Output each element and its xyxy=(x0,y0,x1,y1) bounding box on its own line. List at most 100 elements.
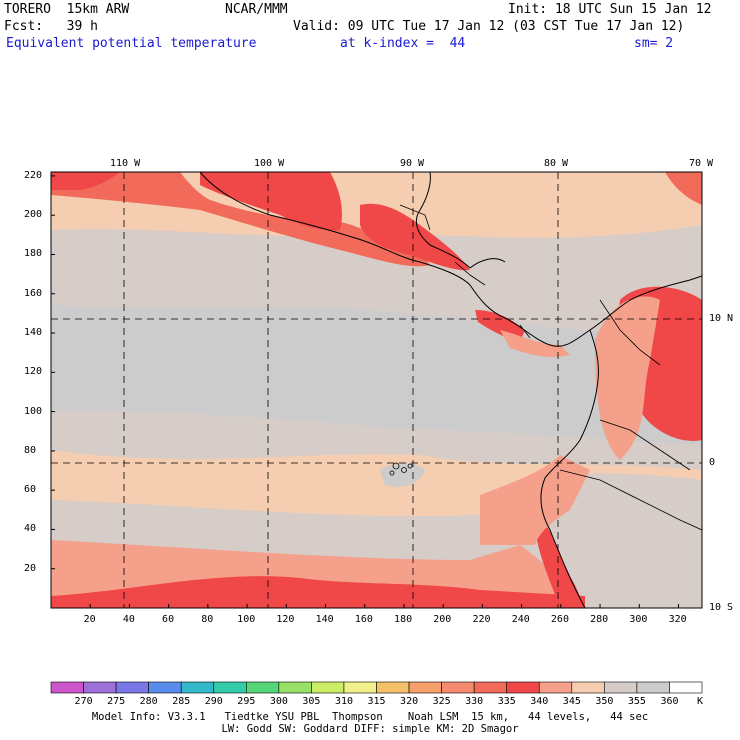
valid-time: Valid: 09 UTC Tue 17 Jan 12 (03 CST Tue … xyxy=(293,19,685,34)
colorbar-swatch xyxy=(83,681,117,694)
colorbar-label: 355 xyxy=(627,696,646,707)
colorbar-label: 310 xyxy=(334,696,353,707)
colorbar-swatch xyxy=(50,681,84,694)
forecast-hour: Fcst: 39 h xyxy=(4,19,98,34)
y-tick-label: 120 xyxy=(24,366,43,378)
map-ticks xyxy=(51,175,679,608)
lat-label-10n: 10 N xyxy=(709,313,734,324)
x-tick-label: 100 xyxy=(237,614,256,625)
colorbar-swatch xyxy=(180,681,215,694)
model-name: TORERO 15km ARW xyxy=(4,2,130,17)
colorbar-label: 290 xyxy=(204,696,223,707)
borders xyxy=(399,204,702,531)
smoothing-label: sm= 2 xyxy=(634,36,674,51)
colorbar-swatch xyxy=(278,681,312,694)
y-tick-label: 180 xyxy=(24,248,43,260)
model-info-line2: LW: Godd SW: Goddard DIFF: simple KM: 2D… xyxy=(221,723,519,735)
y-tick-label: 80 xyxy=(24,444,37,456)
x-tick-label: 140 xyxy=(315,614,334,625)
colorbar-swatch xyxy=(506,681,540,694)
colorbar-label: 320 xyxy=(400,696,419,707)
model-info-line1: Model Info: V3.3.1 Tiedtke YSU PBL Thomp… xyxy=(91,711,649,723)
colorbar-swatch xyxy=(246,681,280,694)
colorbar-label: 295 xyxy=(237,696,256,707)
colorbar-swatch xyxy=(148,681,182,694)
colorbar-swatch xyxy=(343,681,377,694)
colorbar-swatch xyxy=(408,681,442,694)
colorbar-swatch xyxy=(311,681,345,694)
colorbar-label: 275 xyxy=(107,696,126,707)
colorbar-swatch xyxy=(115,681,149,694)
map-frame xyxy=(50,171,703,609)
colorbar-swatch xyxy=(604,681,638,694)
colorbar-swatch xyxy=(571,681,605,694)
colorbar-label: 305 xyxy=(302,696,321,707)
x-tick-label: 320 xyxy=(668,614,687,625)
y-tick-label: 40 xyxy=(24,523,37,535)
southern-red-strip xyxy=(51,576,585,608)
colorbar-swatch xyxy=(538,681,573,694)
org-name: NCAR/MMM xyxy=(225,2,288,17)
andes-salmon xyxy=(595,296,660,460)
init-time: Init: 18 UTC Sun 15 Jan 12 xyxy=(508,2,712,17)
colorbar-label: 345 xyxy=(562,696,581,707)
lon-label-90w: 90 W xyxy=(400,158,425,169)
x-tick-label: 280 xyxy=(590,614,609,625)
colorbar-swatch xyxy=(441,681,475,694)
colorbar-label: 315 xyxy=(367,696,386,707)
lon-label-100w: 100 W xyxy=(254,158,285,169)
field-name: Equivalent potential temperature xyxy=(6,36,257,51)
lon-label-80w: 80 W xyxy=(544,158,569,169)
colorbar-label: 360 xyxy=(660,696,679,707)
central-america-red xyxy=(360,203,470,271)
lon-label-110w: 110 W xyxy=(110,158,141,169)
colorbar-swatch xyxy=(636,681,670,694)
x-tick-label: 120 xyxy=(276,614,295,625)
x-tick-label: 240 xyxy=(511,614,530,625)
colorbar-label: 280 xyxy=(139,696,158,707)
lon-label-70w: 70 W xyxy=(689,158,714,169)
colorbar-label: 330 xyxy=(465,696,484,707)
topleft-red-corner xyxy=(51,172,120,190)
x-tick-label: 60 xyxy=(162,614,175,625)
colorbar-label: 350 xyxy=(595,696,614,707)
x-tick-label: 200 xyxy=(433,614,452,625)
y-tick-label: 220 xyxy=(24,169,43,181)
colorbar-unit: K xyxy=(697,696,704,707)
level-label: at k-index = 44 xyxy=(340,36,466,51)
colorbar-swatch xyxy=(473,681,507,694)
x-tick-label: 160 xyxy=(354,614,373,625)
x-tick-label: 180 xyxy=(394,614,413,625)
y-tick-label: 100 xyxy=(24,405,43,417)
colorbar-label: 340 xyxy=(530,696,549,707)
colorbar-label: 285 xyxy=(172,696,191,707)
colorbar-label: 300 xyxy=(269,696,288,707)
lat-label-10s: 10 S xyxy=(709,602,734,613)
map-field xyxy=(51,172,702,608)
mexico-red-coast xyxy=(51,172,430,267)
y-tick-label: 200 xyxy=(24,209,43,221)
y-tick-label: 160 xyxy=(24,287,43,299)
topright-red-corner xyxy=(665,172,702,205)
colorbar xyxy=(50,681,703,694)
peru-coast-red xyxy=(535,520,585,608)
x-tick-label: 80 xyxy=(201,614,214,625)
colorbar-label: 270 xyxy=(74,696,93,707)
x-tick-label: 260 xyxy=(550,614,569,625)
galapagos-gray xyxy=(380,463,425,487)
colorbar-label: 325 xyxy=(432,696,451,707)
colorbar-label: 335 xyxy=(497,696,516,707)
y-tick-label: 60 xyxy=(24,484,37,496)
x-tick-label: 220 xyxy=(472,614,491,625)
x-tick-label: 20 xyxy=(83,614,96,625)
colorbar-swatch xyxy=(669,681,703,694)
mexico-red-core xyxy=(200,172,342,231)
southern-salmon-coast xyxy=(480,455,590,545)
x-tick-label: 300 xyxy=(629,614,648,625)
y-tick-label: 140 xyxy=(24,327,43,339)
panama-salmon xyxy=(500,330,570,358)
lat-label-0: 0 xyxy=(709,457,716,468)
colorbar-swatch xyxy=(376,681,410,694)
x-tick-label: 40 xyxy=(122,614,135,625)
